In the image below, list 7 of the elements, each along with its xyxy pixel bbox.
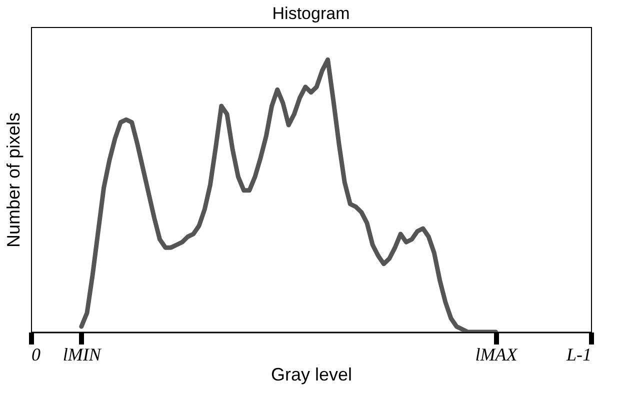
x-axis-title: Gray level xyxy=(270,364,352,384)
x-tick-label: lMIN xyxy=(62,344,102,364)
x-tick-label: lMAX xyxy=(475,344,518,364)
x-tick-label: L-1 xyxy=(565,344,592,364)
x-tick-label: 0 xyxy=(32,344,40,364)
chart-title: Histogram xyxy=(272,4,350,23)
y-axis-title: Number of pixels xyxy=(4,112,24,248)
